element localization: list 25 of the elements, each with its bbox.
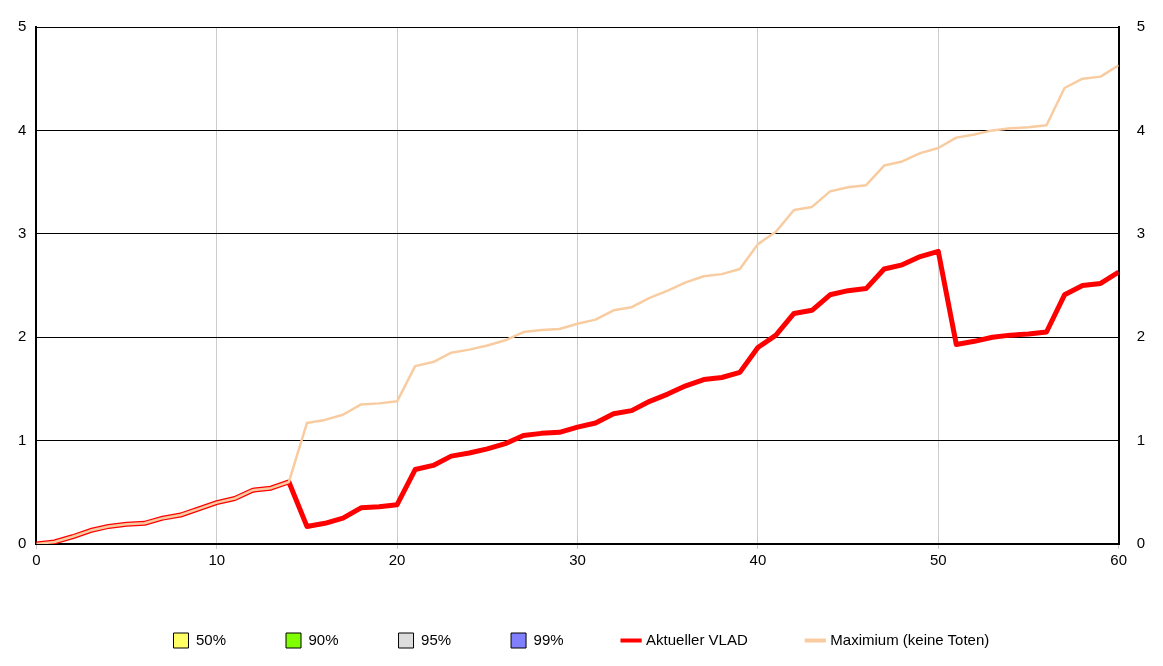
y2-tick-label: 2	[1136, 327, 1145, 345]
y-tick-label: 3	[18, 223, 27, 241]
y2-tick-label: 1	[1136, 430, 1145, 448]
legend-label: 90%	[308, 630, 339, 648]
legend-label: 95%	[421, 630, 452, 648]
y-tick-label: 1	[18, 430, 27, 448]
x-tick-label: 30	[569, 551, 586, 569]
legend-label: Aktueller VLAD	[646, 630, 748, 648]
y-tick-label: 2	[18, 327, 27, 345]
y2-tick-label: 5	[1136, 17, 1145, 35]
x-tick-label: 50	[929, 551, 947, 569]
x-tick-label: 20	[388, 551, 406, 569]
legend-label: 99%	[533, 630, 564, 648]
y-tick-label: 0	[18, 534, 27, 552]
x-tick-label: 0	[32, 551, 41, 569]
y2-tick-label: 4	[1136, 120, 1145, 138]
legend-label: Maximium (keine Toten)	[830, 630, 990, 648]
x-tick-label: 40	[749, 551, 767, 569]
y2-tick-label: 0	[1136, 534, 1145, 552]
x-tick-label: 60	[1110, 551, 1127, 569]
legend-label: 50%	[195, 630, 227, 648]
x-tick-label: 10	[208, 551, 226, 569]
y-tick-label: 5	[18, 17, 27, 35]
y-tick-label: 4	[18, 120, 27, 138]
y2-tick-label: 3	[1136, 223, 1145, 241]
